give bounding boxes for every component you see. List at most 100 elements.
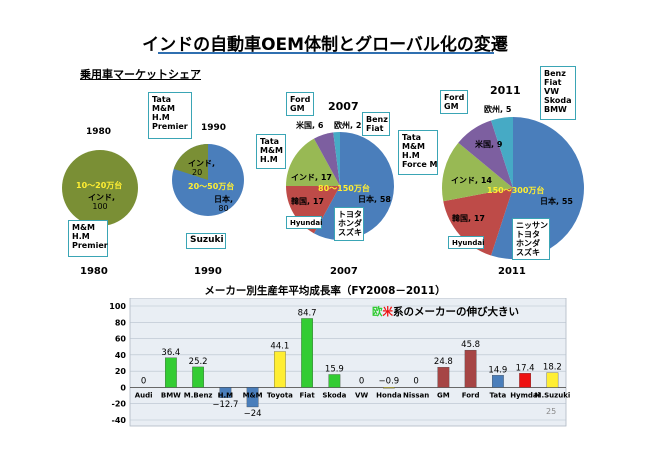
korea-label-2007: 韓国, 17 [291,197,324,206]
bar [219,387,232,398]
year-label-1980-top: 1980 [86,127,112,137]
japan-label-1990: 日本, 80 [214,195,234,213]
eu-makers-box-2007: Benz Fiat [362,112,390,136]
y-tick-label: 0 [120,383,126,392]
x-tick-label: Honda [376,391,402,399]
x-tick-label: Ford [462,391,480,399]
eu-label-2011: 欧州, 5 [484,105,512,114]
y-tick-label: 40 [115,351,127,360]
y-tick-label: 100 [109,302,126,311]
x-tick-label: M.Suzuki [534,391,570,399]
us-label-2011: 米国, 9 [475,140,503,149]
y-tick-label: 20 [115,367,127,376]
data-label: 0 [413,376,418,386]
x-tick-label: M&M [243,391,263,399]
data-label: 15.9 [325,364,344,374]
bar [519,373,531,388]
hyundai-box-2007: Hyundai [286,216,323,229]
data-label: 44.1 [270,342,289,352]
bar [328,374,341,388]
range-1980: 10〜20万台 [76,181,123,190]
korea-label-2011: 韓国, 17 [452,214,485,223]
pie-2007-slice [333,132,340,186]
year-label-2011-top: 2011 [490,84,521,97]
bar [246,387,259,408]
us-label-2007: 米国, 6 [296,121,324,130]
bar [192,366,204,388]
year-label-1980: 1980 [80,266,108,277]
makers-box-1990: Tata M&M H.M Premier [148,92,192,139]
pie-1990-india-slice [173,144,208,180]
data-label: 14.9 [488,365,507,375]
japan-label-2011: 日本, 55 [540,197,573,206]
title-underline [158,52,494,54]
data-label: 36.4 [161,348,180,358]
bar [383,387,395,389]
x-tick-label: Fiat [299,391,315,399]
year-label-1990: 1990 [194,266,222,277]
range-2011: 150〜300万台 [487,186,545,195]
bar [274,351,286,388]
range-2007: 80〜150万台 [318,184,370,193]
pie-2007-slice [313,132,394,240]
data-label: −24 [244,409,262,419]
pie-2011-slice [442,142,513,202]
india-label-2007: インド, 17 [291,173,332,182]
data-label: 0 [141,376,146,386]
india-label-1990: インド, 20 [188,159,216,177]
x-tick-label: Hymdai [510,391,540,399]
data-label: 17.4 [516,363,535,373]
pie-2007-slice [313,132,340,186]
india-label-2011: インド, 14 [451,176,492,185]
japan-label-2007: 日本, 58 [358,195,391,204]
india-label-1980: インド, 100 [88,193,116,211]
data-label: 0 [359,376,364,386]
japan-makers-box-2007: トヨタ ホンダ スズキ [334,207,364,241]
pie-2011-slice [458,120,513,188]
eu-label-2007: 欧州, 2 [334,121,362,130]
pie-2011 [442,117,584,259]
pie-2011-slice [443,188,513,256]
pie-2011-slice [491,117,513,188]
x-tick-label: Tata [490,391,507,399]
us-makers-box-2011: Ford GM [440,90,468,114]
y-tick-label: -40 [112,416,127,425]
page-number: 25 [546,407,557,416]
pie-1990 [172,144,244,216]
pie-1980 [62,150,138,226]
indian-makers-box-2011: Tata M&M H.M Force M [398,130,438,175]
y-tick-label: 60 [115,335,127,344]
page-title: インドの自動車OEM体制とグローバル化の変遷 [142,35,508,55]
range-1990: 20〜50万台 [188,182,235,191]
bar [165,357,177,388]
x-tick-label: BMW [161,391,181,399]
x-tick-label: Nissan [403,391,429,399]
y-tick-label: -20 [112,400,127,409]
x-tick-label: H.M [218,391,234,399]
data-label: 24.8 [434,357,453,367]
us-makers-box-2007: Ford GM [286,92,314,116]
eu-makers-box-2011: Benz Fiat VW Skoda BMW [540,66,576,120]
year-label-2011: 2011 [498,266,526,277]
data-label: 84.7 [298,308,317,318]
bar [492,375,504,388]
bar [546,372,559,388]
data-label: 45.8 [461,340,480,350]
year-label-1990-top: 1990 [201,123,227,133]
bar [437,367,450,388]
section-subtitle: 乗用車マーケットシェア [80,68,201,81]
bar [464,349,477,388]
x-tick-label: M.Benz [184,391,213,399]
indian-makers-box-2007: Tata M&M H.M [256,134,286,169]
growth-bar-chart: 100 80 60 40 20 0 -20 -40 Audi BMW M.Benz H.M M&M To… [109,298,570,427]
y-tick-label: 80 [115,318,127,327]
x-tick-label: Toyota [267,391,293,399]
data-label: −0.9 [379,376,400,386]
data-label: 18.2 [543,363,562,373]
makers-box-1980: M&M H.M Premier [68,220,108,257]
bar [301,318,313,388]
x-tick-label: GM [437,391,450,399]
plot-area [129,298,567,427]
pie-2007-slice [286,138,340,186]
x-tick-label: Skoda [322,391,346,399]
